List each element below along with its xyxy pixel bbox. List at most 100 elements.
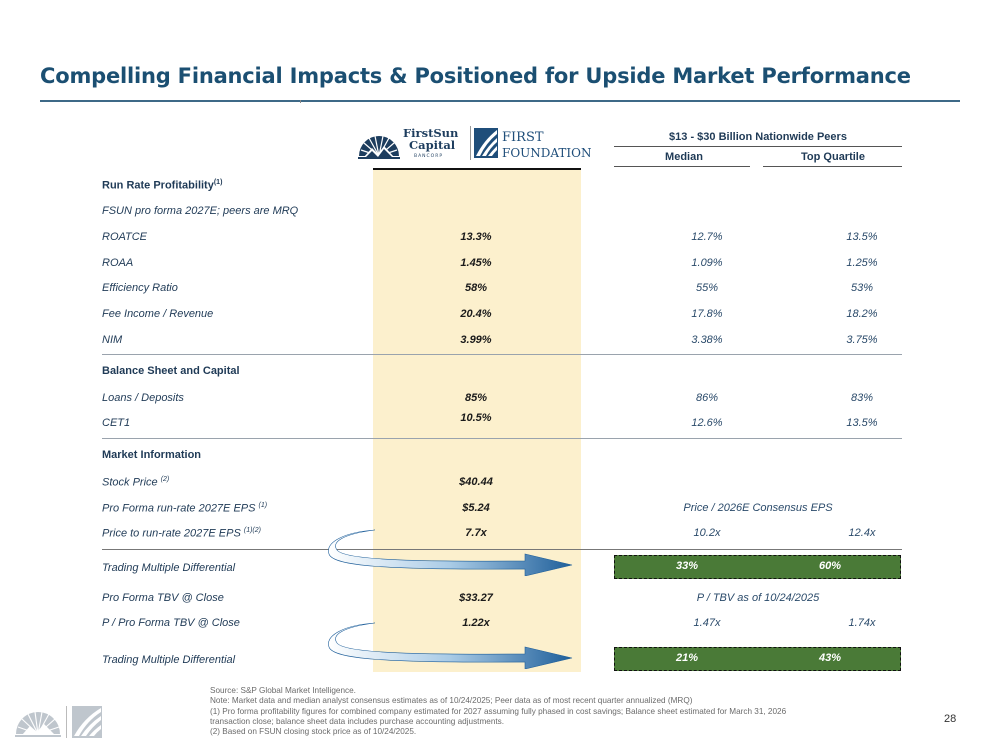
logo-firstsun-line2: Capital bbox=[409, 138, 456, 152]
table-row-pf-eps: Pro Forma run-rate 2027E EPS (1) $5.24 P… bbox=[102, 502, 902, 520]
row-label: Fee Income / Revenue bbox=[102, 308, 214, 320]
title-rule bbox=[40, 100, 960, 102]
table-row-trading-diff-1: Trading Multiple Differential bbox=[102, 562, 902, 580]
foundation-emblem-icon bbox=[474, 128, 498, 158]
logo-firstsun-line1: FirstSun bbox=[403, 126, 459, 140]
median-value: 1.09% bbox=[691, 257, 723, 269]
peers-header: $13 - $30 Billion Nationwide Peers bbox=[669, 131, 847, 143]
section-balance-sheet: Balance Sheet and Capital bbox=[102, 365, 902, 383]
median-value: 86% bbox=[695, 392, 719, 404]
section-divider bbox=[102, 438, 902, 439]
footnotes: Source: S&P Global Market Intelligence. … bbox=[210, 686, 930, 737]
row-label: ROATCE bbox=[102, 231, 148, 243]
peer-metric-label: Price / 2026E Consensus EPS bbox=[683, 502, 833, 514]
footnote-line: (1) Pro forma profitability figures for … bbox=[210, 706, 787, 716]
section-run-rate: Run Rate Profitability(1) bbox=[102, 179, 902, 197]
page-title: Compelling Financial Impacts & Positione… bbox=[40, 64, 911, 88]
footnote-ref: (1)(2) bbox=[243, 527, 261, 534]
footnote-ref: (1) bbox=[258, 502, 268, 509]
table-row-pf-tbv: Pro Forma TBV @ Close $33.27 P / TBV as … bbox=[102, 592, 902, 610]
top-quartile-value: 83% bbox=[850, 392, 874, 404]
combined-logo bbox=[15, 706, 102, 738]
row-label: Stock Price bbox=[102, 476, 158, 489]
median-header-rule bbox=[614, 166, 750, 167]
table-row-stock-price: Stock Price (2) $40.44 bbox=[102, 476, 902, 494]
differential-highlight-box: 21% 43% bbox=[614, 647, 901, 671]
page-number: 28 bbox=[944, 713, 957, 725]
row-label: Trading Multiple Differential bbox=[102, 562, 236, 574]
table-row-efficiency: Efficiency Ratio 58% 55% 53% bbox=[102, 282, 902, 300]
pro-forma-value: 13.3% bbox=[460, 231, 492, 243]
pro-forma-value: $5.24 bbox=[462, 502, 490, 514]
top-quartile-value: 12.4x bbox=[848, 527, 876, 539]
peer-metric-label: P / TBV as of 10/24/2025 bbox=[696, 592, 820, 604]
table-row-roaa: ROAA 1.45% 1.09% 1.25% bbox=[102, 257, 902, 275]
table-row-roatce: ROATCE 13.3% 12.7% 13.5% bbox=[102, 231, 902, 249]
table-row-trading-diff-2: Trading Multiple Differential bbox=[102, 654, 902, 672]
median-value: 10.2x bbox=[693, 527, 721, 539]
median-differential: 21% bbox=[675, 652, 699, 664]
median-value: 12.7% bbox=[691, 231, 723, 243]
logo-firstsun-line3: BANCORP bbox=[414, 153, 443, 159]
pro-forma-value: 1.22x bbox=[462, 617, 490, 629]
row-label: ROAA bbox=[102, 257, 134, 269]
footnote-ref: (1) bbox=[213, 179, 223, 186]
firstsun-logo: FirstSun Capital BANCORP bbox=[358, 126, 459, 159]
curved-arrow-icon bbox=[328, 622, 573, 669]
median-differential: 33% bbox=[675, 560, 699, 572]
foundation-emblem-icon bbox=[72, 706, 102, 738]
pro-forma-value: 10.5% bbox=[460, 412, 492, 424]
footnote-line: Source: S&P Global Market Intelligence. bbox=[210, 686, 356, 695]
section-divider bbox=[102, 549, 902, 550]
top-quartile-value: 3.75% bbox=[846, 334, 878, 346]
median-value: 55% bbox=[695, 282, 719, 294]
sunburst-icon bbox=[15, 711, 61, 737]
section-label: Run Rate Profitability bbox=[102, 179, 214, 192]
footnote-line: Note: Market data and median analyst con… bbox=[210, 696, 693, 706]
footnote-line: (2) Based on FSUN closing stock price as… bbox=[210, 727, 417, 737]
median-value: 17.8% bbox=[691, 308, 723, 320]
row-label: NIM bbox=[102, 334, 123, 346]
row-label: Trading Multiple Differential bbox=[102, 654, 236, 666]
table-row-nim: NIM 3.99% 3.38% 3.75% bbox=[102, 334, 902, 352]
pro-forma-column-rule bbox=[373, 168, 581, 170]
table-row-price-eps: Price to run-rate 2027E EPS (1)(2) 7.7x … bbox=[102, 527, 902, 545]
table-row-fee-income: Fee Income / Revenue 20.4% 17.8% 18.2% bbox=[102, 308, 902, 326]
pro-forma-value: $33.27 bbox=[459, 592, 493, 604]
row-label: Price to run-rate 2027E EPS bbox=[102, 527, 241, 540]
row-label: Loans / Deposits bbox=[102, 392, 184, 404]
top-quartile-value: 1.74x bbox=[848, 617, 876, 629]
firstfoundation-logo: FIRST FOUNDATION bbox=[470, 126, 592, 160]
row-label: Pro Forma run-rate 2027E EPS bbox=[102, 502, 256, 515]
top-quartile-value: 53% bbox=[850, 282, 874, 294]
top-quartile-differential: 60% bbox=[818, 560, 842, 572]
median-value: 1.47x bbox=[693, 617, 721, 629]
pro-forma-value: 7.7x bbox=[465, 527, 487, 539]
top-quartile-column-header: Top Quartile bbox=[801, 151, 865, 163]
pro-forma-value: 85% bbox=[464, 392, 488, 404]
pro-forma-value: 58% bbox=[464, 282, 488, 294]
footnote-ref: (2) bbox=[160, 476, 170, 483]
median-column-header: Median bbox=[665, 151, 703, 163]
sunburst-icon bbox=[358, 135, 400, 159]
top-quartile-differential: 43% bbox=[818, 652, 842, 664]
pro-forma-highlight-column bbox=[373, 170, 581, 672]
top-quartile-value: 18.2% bbox=[846, 308, 878, 320]
top-quartile-header-rule bbox=[763, 166, 902, 167]
peers-header-rule bbox=[614, 146, 902, 147]
curved-arrow-icon bbox=[328, 529, 573, 576]
row-label: Pro Forma TBV @ Close bbox=[102, 592, 224, 604]
footnote-line: transaction close; balance sheet data in… bbox=[210, 716, 505, 726]
section-market-info: Market Information bbox=[102, 449, 902, 467]
table-row-loans-deposits: Loans / Deposits 85% 86% 83% bbox=[102, 392, 902, 410]
pro-forma-value: 1.45% bbox=[460, 257, 492, 269]
table-row-cet1: CET1 10.5% 12.6% 13.5% bbox=[102, 412, 902, 435]
median-value: 12.6% bbox=[691, 417, 723, 429]
median-value: 3.38% bbox=[691, 334, 723, 346]
subheading-label: FSUN pro forma 2027E; peers are MRQ bbox=[102, 205, 299, 217]
section-label: Balance Sheet and Capital bbox=[102, 365, 240, 377]
pro-forma-value: 3.99% bbox=[460, 334, 492, 346]
differential-highlight-box: 33% 60% bbox=[614, 555, 901, 579]
run-rate-subheading: FSUN pro forma 2027E; peers are MRQ bbox=[102, 205, 902, 223]
divider bbox=[300, 100, 301, 103]
